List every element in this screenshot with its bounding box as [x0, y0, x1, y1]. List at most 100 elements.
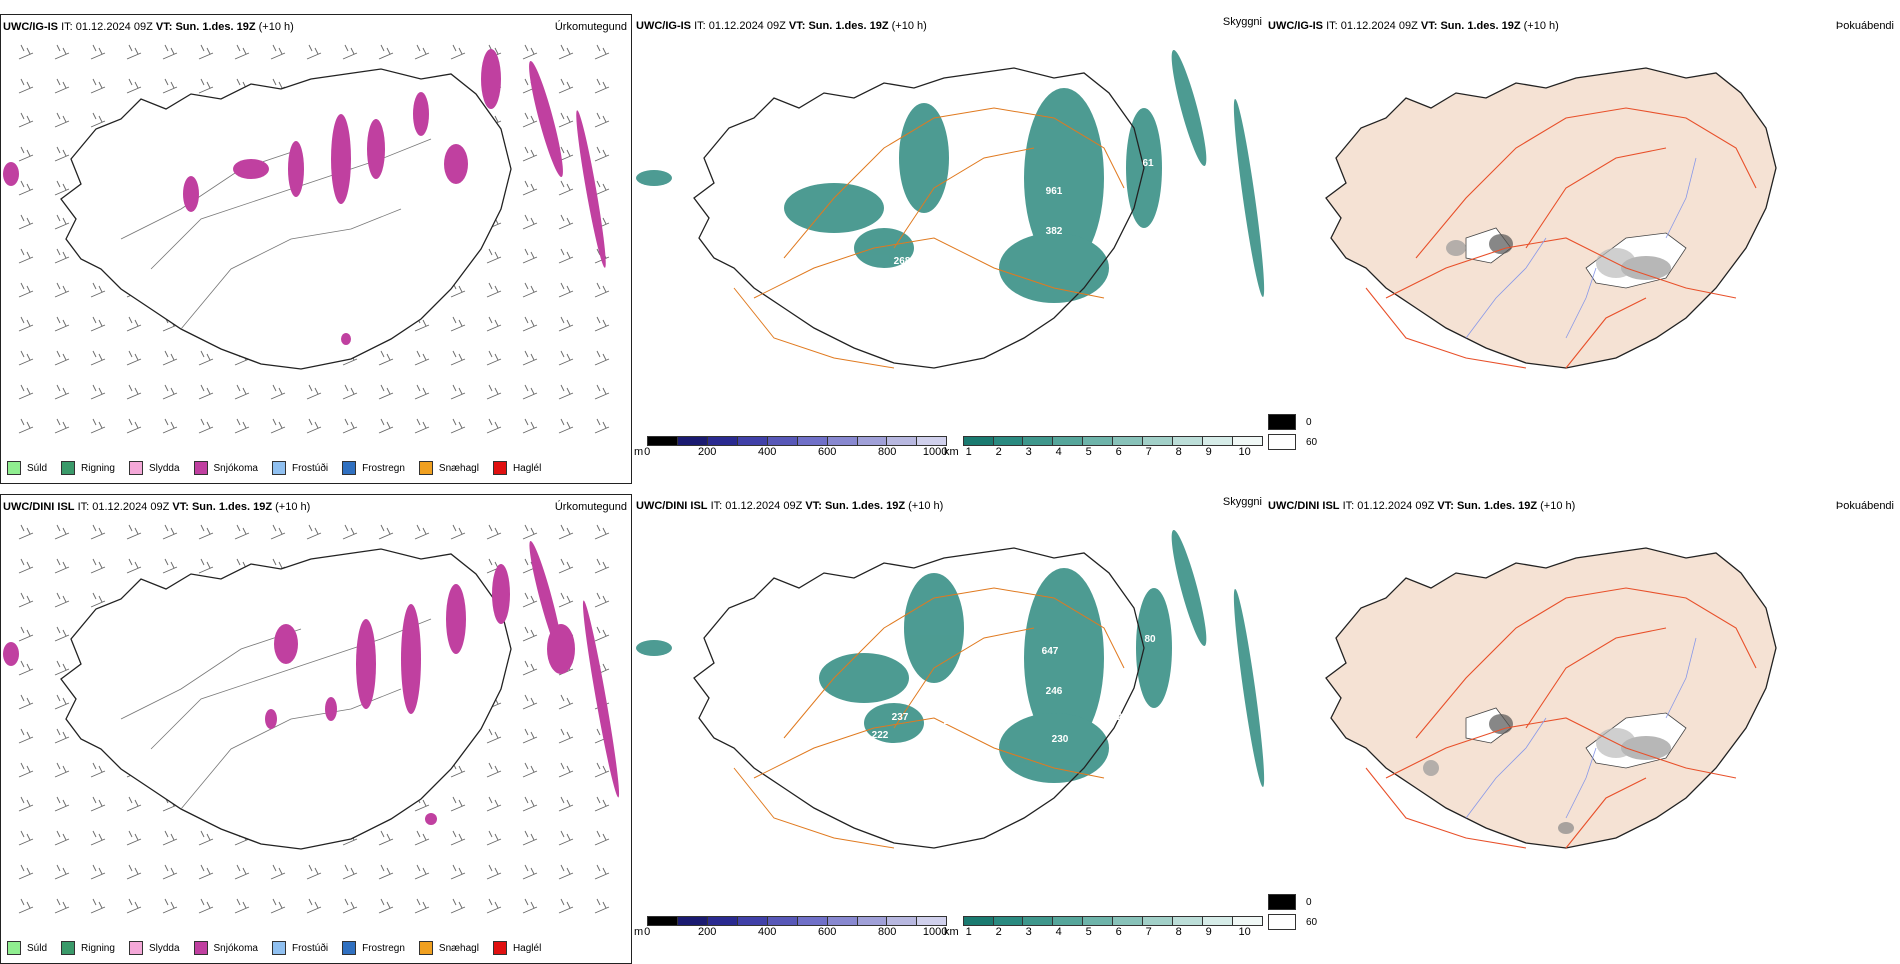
fog-legend-item: 0 [1268, 414, 1317, 430]
legend-item: Slydda [128, 461, 180, 475]
fog-legend-item: 0 [1268, 894, 1317, 910]
ceiling-label: 26 [1110, 254, 1122, 265]
colorbar-unit: km [944, 446, 959, 458]
fog-legend: 0 60 [1268, 894, 1317, 930]
colorbar-tick: 10 [1238, 446, 1251, 458]
ceiling-label: 195 [1058, 346, 1075, 357]
ceiling-label: 382 [1046, 226, 1063, 237]
colorbar-tick: 600 [817, 926, 837, 938]
panel-header: UWC/DINI ISL IT: 01.12.2024 09Z VT: Sun.… [3, 501, 311, 513]
colorbar-tick: 200 [697, 926, 717, 938]
colorbar-tick: 400 [757, 926, 777, 938]
ceiling-label: 252 [1106, 712, 1123, 723]
legend-swatch [128, 941, 143, 955]
visibility-panel-ig: UWC/IG-IS IT: 01.12.2024 09Z VT: Sun. 1.… [634, 14, 1266, 484]
legend-swatch [193, 461, 208, 475]
legend-swatch [492, 941, 507, 955]
ceiling-label: 647 [1042, 646, 1059, 657]
colorbar-cells [962, 436, 1263, 446]
colorbar-tick: 800 [877, 446, 897, 458]
colorbar-tick: 7 [1145, 446, 1152, 458]
colorbar-tick: 3 [1025, 926, 1032, 938]
fog-panel-dini: UWC/DINI ISL IT: 01.12.2024 09Z VT: Sun.… [1266, 494, 1898, 964]
ceiling-label: 166 [1116, 270, 1133, 281]
legend-item: Frostregn [342, 941, 405, 955]
panel-title: Úrkomutegund [554, 21, 627, 33]
panel-header: UWC/IG-IS IT: 01.12.2024 09Z VT: Sun. 1.… [3, 21, 294, 33]
fog-legend-item: 60 [1268, 434, 1317, 450]
legend-item: Frostúði [271, 461, 328, 475]
colorbar-tick: 6 [1115, 446, 1122, 458]
legend-swatch [342, 941, 357, 955]
colorbar-tick: 5 [1085, 446, 1092, 458]
panel-header: UWC/IG-IS IT: 01.12.2024 09Z VT: Sun. 1.… [636, 20, 927, 32]
legend-swatch [342, 461, 357, 475]
ceiling-label: 268 [894, 256, 911, 267]
visibility-map: 868 961 382 268 299 26 166 195 61 [636, 50, 1265, 369]
panel-header: UWC/IG-IS IT: 01.12.2024 09Z VT: Sun. 1.… [1268, 20, 1559, 32]
legend-swatch [7, 461, 21, 475]
ceiling-colorbar: m 0 200 400 600 800 1000 [634, 436, 947, 458]
ceiling-label: 160 [1114, 730, 1131, 741]
legend-swatch [418, 941, 433, 955]
colorbar-cells [647, 916, 948, 926]
fog-legend: 0 60 [1268, 414, 1317, 450]
colorbar-tick: 1 [965, 926, 972, 938]
visibility-colorbar: km 1 2 3 4 5 6 7 8 9 10 [944, 436, 1263, 458]
visibility-colorbar: km 1 2 3 4 5 6 7 8 9 10 [944, 916, 1263, 938]
precip-type-panel-dini: UWC/DINI ISL IT: 01.12.2024 09Z VT: Sun.… [0, 494, 632, 964]
ceiling-label: 313 [990, 722, 1007, 733]
legend-item: Snjókoma [193, 461, 258, 475]
panel-title: Úrkomutegund [554, 501, 627, 513]
colorbar-tick: 5 [1085, 926, 1092, 938]
ceiling-label: 269 [944, 716, 961, 727]
legend-swatch [492, 461, 507, 475]
colorbar-tick: 7 [1145, 926, 1152, 938]
legend-item: Rigning [61, 941, 115, 955]
colorbar-tick: 9 [1205, 926, 1212, 938]
visibility-panel-dini: UWC/DINI ISL IT: 01.12.2024 09Z VT: Sun.… [634, 494, 1266, 964]
ceiling-label: 961 [1046, 186, 1063, 197]
colorbar-tick: 6 [1115, 926, 1122, 938]
colorbar-tick: 600 [817, 446, 837, 458]
legend-swatch [418, 461, 433, 475]
precip-type-panel-ig: UWC/IG-IS IT: 01.12.2024 09Z VT: Sun. 1.… [0, 14, 632, 484]
ceiling-label: 228 [1058, 812, 1075, 823]
ceiling-label: 237 [892, 712, 909, 723]
fog-panel-ig: UWC/IG-IS IT: 01.12.2024 09Z VT: Sun. 1.… [1266, 14, 1898, 484]
ceiling-labels: 647 246 237 269 27 313 230 252 160 222 2… [872, 634, 1195, 823]
ceiling-label: 61 [1142, 158, 1154, 169]
legend-item: Súld [7, 461, 47, 475]
colorbar-tick: 800 [877, 926, 897, 938]
colorbar-tick: 3 [1025, 446, 1032, 458]
legend-item: Frostregn [342, 461, 405, 475]
colorbar-tick: 2 [995, 446, 1002, 458]
legend-item: Rigning [61, 461, 115, 475]
colorbar-tick: 400 [757, 446, 777, 458]
colorbar-tick: 8 [1175, 446, 1182, 458]
colorbar-tick: 4 [1055, 926, 1062, 938]
ceiling-label: 868 [956, 154, 973, 165]
legend-swatch [128, 461, 143, 475]
legend-item: Haglél [492, 461, 541, 475]
legend-item: Snjókoma [193, 941, 258, 955]
panel-header: UWC/DINI ISL IT: 01.12.2024 09Z VT: Sun.… [1268, 500, 1576, 512]
precip-type-legend: Súld Rigning Slydda Snjókoma Frostúði Fr… [7, 461, 541, 475]
fog-map [1325, 547, 1777, 849]
ceiling-label: 246 [1046, 686, 1063, 697]
legend-item: Haglél [492, 941, 541, 955]
colorbar-tick: 10 [1238, 926, 1251, 938]
legend-item: Snæhagl [418, 941, 479, 955]
colorbar-tick: 0 [644, 926, 651, 938]
colorbar-tick: 0 [644, 446, 651, 458]
legend-swatch [61, 941, 76, 955]
colorbar-tick: 2 [995, 926, 1002, 938]
ceiling-label: 222 [872, 730, 889, 741]
ceiling-label: 80 [1144, 634, 1156, 645]
legend-swatch [193, 941, 208, 955]
legend-item: Frostúði [271, 941, 328, 955]
colorbar-unit: m [634, 446, 644, 458]
precip-type-map [3, 524, 620, 914]
colorbar-tick: 4 [1055, 446, 1062, 458]
legend-swatch [271, 941, 286, 955]
